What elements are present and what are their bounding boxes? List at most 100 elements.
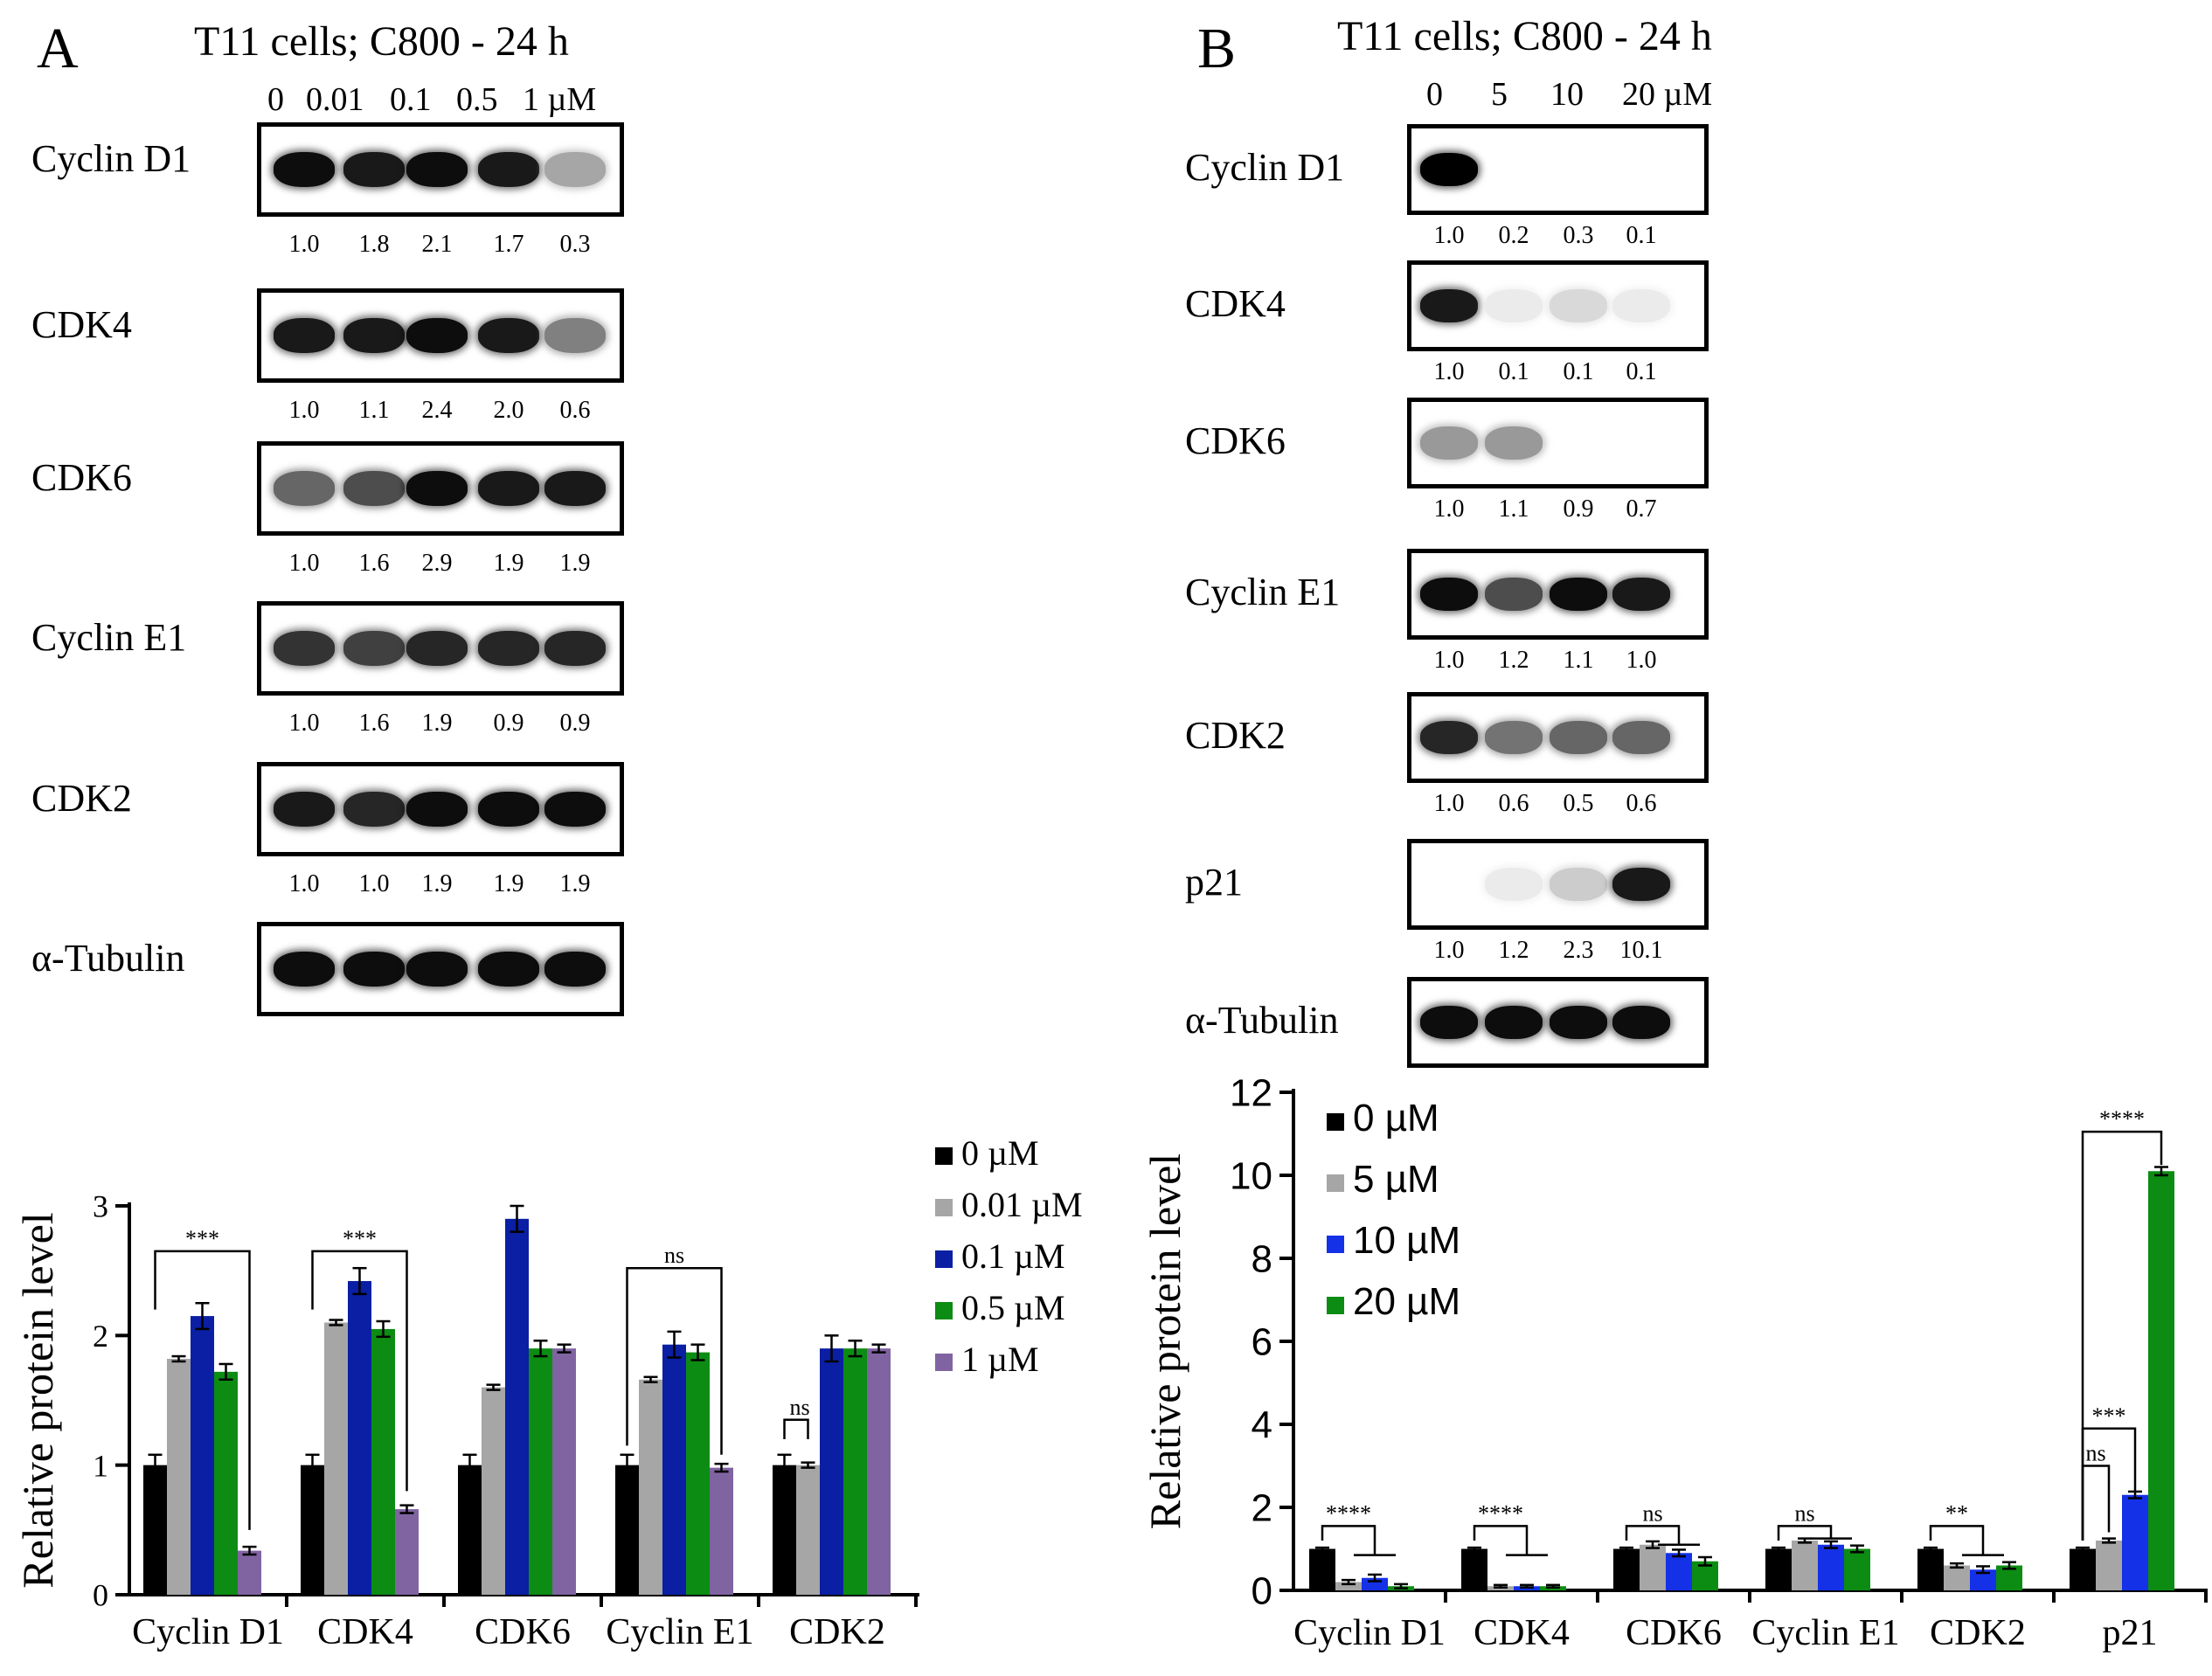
blot-image-cyclin-e1	[257, 601, 624, 696]
blot-image-cyclin-d1	[257, 122, 624, 217]
blot-band	[1485, 721, 1543, 754]
legend-swatch	[1327, 1297, 1344, 1314]
bar	[458, 1465, 482, 1595]
bar	[1335, 1582, 1362, 1590]
blot-band	[1550, 868, 1607, 901]
x-tick-label: Cyclin E1	[606, 1612, 753, 1652]
blot-image-cdk6	[1407, 398, 1709, 488]
significance-label: ns	[1642, 1500, 1662, 1526]
significance-bracket	[626, 1266, 723, 1455]
blot-label-tubulin: α-Tubulin	[1185, 999, 1339, 1042]
blot-image-cyclin-e1	[1407, 549, 1709, 640]
quant-value: 0.3	[1563, 222, 1594, 249]
bar	[2148, 1171, 2174, 1590]
bar	[395, 1509, 419, 1595]
significance-bracket	[1473, 1525, 1529, 1555]
quant-value: 1.0	[288, 397, 320, 424]
blot-band	[1612, 868, 1670, 901]
conc-a-0: 0	[267, 81, 284, 118]
significance-bracket	[311, 1250, 408, 1492]
conc-a-3: 0.5	[456, 81, 498, 118]
quant-value: 1.7	[493, 231, 524, 258]
conc-b-2: 10	[1550, 76, 1584, 113]
blot-band	[406, 631, 468, 666]
significance-bracket	[1321, 1525, 1376, 1555]
significance-label: ***	[2092, 1403, 2126, 1429]
bar	[167, 1359, 191, 1595]
blot-label-cyclin-d1: Cyclin D1	[31, 137, 191, 180]
quant-value: 2.3	[1563, 937, 1594, 964]
blot-band	[478, 152, 539, 187]
legend-swatch	[935, 1354, 953, 1371]
blot-band	[1485, 1006, 1543, 1039]
quant-value: 1.2	[1498, 937, 1529, 964]
blot-band	[343, 792, 405, 827]
conc-b-1: 5	[1491, 76, 1508, 113]
blot-band	[1550, 1006, 1607, 1039]
quant-value: 1.9	[559, 550, 591, 577]
blot-image-cdk4	[257, 288, 624, 383]
y-tick-label: 2	[1252, 1486, 1272, 1529]
blot-band	[343, 152, 405, 187]
x-tick-label: CDK4	[1474, 1613, 1570, 1653]
panel-a-title: T11 cells; C800 - 24 h	[194, 18, 569, 65]
quant-value: 2.4	[421, 397, 453, 424]
quant-value: 1.0	[288, 870, 320, 897]
bar	[1640, 1544, 1666, 1590]
y-axis-label: Relative protein level	[13, 1212, 62, 1588]
quant-value: 1.0	[1433, 358, 1465, 385]
blot-band	[544, 318, 606, 353]
blot-band	[1420, 289, 1478, 322]
quant-value: 0.9	[493, 710, 524, 737]
bar	[1765, 1548, 1792, 1590]
blot-band	[1485, 578, 1543, 611]
bar	[324, 1322, 348, 1595]
legend-swatch	[935, 1302, 953, 1319]
bar	[820, 1348, 843, 1595]
blot-band	[1612, 578, 1670, 611]
bar	[1309, 1548, 1335, 1590]
legend-label: 0.01 µM	[961, 1185, 1083, 1224]
blot-label-cdk6: CDK6	[31, 456, 132, 499]
blot-image-cdk4	[1407, 260, 1709, 351]
blot-band	[1550, 578, 1607, 611]
quant-value: 1.9	[421, 710, 453, 737]
quant-value: 1.0	[1433, 495, 1465, 523]
blot-band	[478, 631, 539, 666]
y-tick-label: 10	[1230, 1154, 1272, 1197]
y-axis-label: Relative protein level	[1141, 1153, 1189, 1529]
x-tick-label: p21	[2103, 1613, 2158, 1653]
panel-a-letter: A	[37, 17, 79, 80]
legend-swatch	[935, 1199, 953, 1216]
y-tick-label: 3	[93, 1189, 108, 1224]
blot-image-cdk6	[257, 441, 624, 536]
x-tick-label: Cyclin D1	[1293, 1613, 1446, 1653]
bar	[1970, 1569, 1996, 1590]
bar	[662, 1344, 686, 1595]
significance-label: ns	[2085, 1441, 2105, 1466]
bar	[773, 1465, 796, 1595]
blot-band	[478, 318, 539, 353]
bar	[867, 1348, 891, 1595]
quant-value: 0.3	[559, 231, 591, 258]
blot-band	[544, 631, 606, 666]
significance-bracket	[1929, 1525, 1985, 1555]
y-tick-label: 4	[1252, 1403, 1272, 1446]
bar	[1917, 1548, 1944, 1590]
conc-b-0: 0	[1426, 76, 1443, 113]
quant-value: 1.0	[1626, 647, 1657, 674]
blot-band	[274, 152, 335, 187]
y-tick-label: 12	[1230, 1071, 1272, 1114]
legend-label: 0 µM	[1353, 1097, 1439, 1139]
conc-a-1: 0.01	[306, 81, 364, 118]
blot-band	[1420, 153, 1478, 186]
quant-value: 1.0	[1433, 937, 1465, 964]
quant-value: 0.5	[1563, 790, 1594, 817]
blot-band	[544, 471, 606, 506]
legend-label: 0.1 µM	[961, 1236, 1065, 1276]
legend-label: 0.5 µM	[961, 1288, 1065, 1327]
blot-band	[1612, 1006, 1670, 1039]
bar	[1613, 1548, 1640, 1590]
bar	[301, 1465, 324, 1595]
blot-band	[544, 152, 606, 187]
